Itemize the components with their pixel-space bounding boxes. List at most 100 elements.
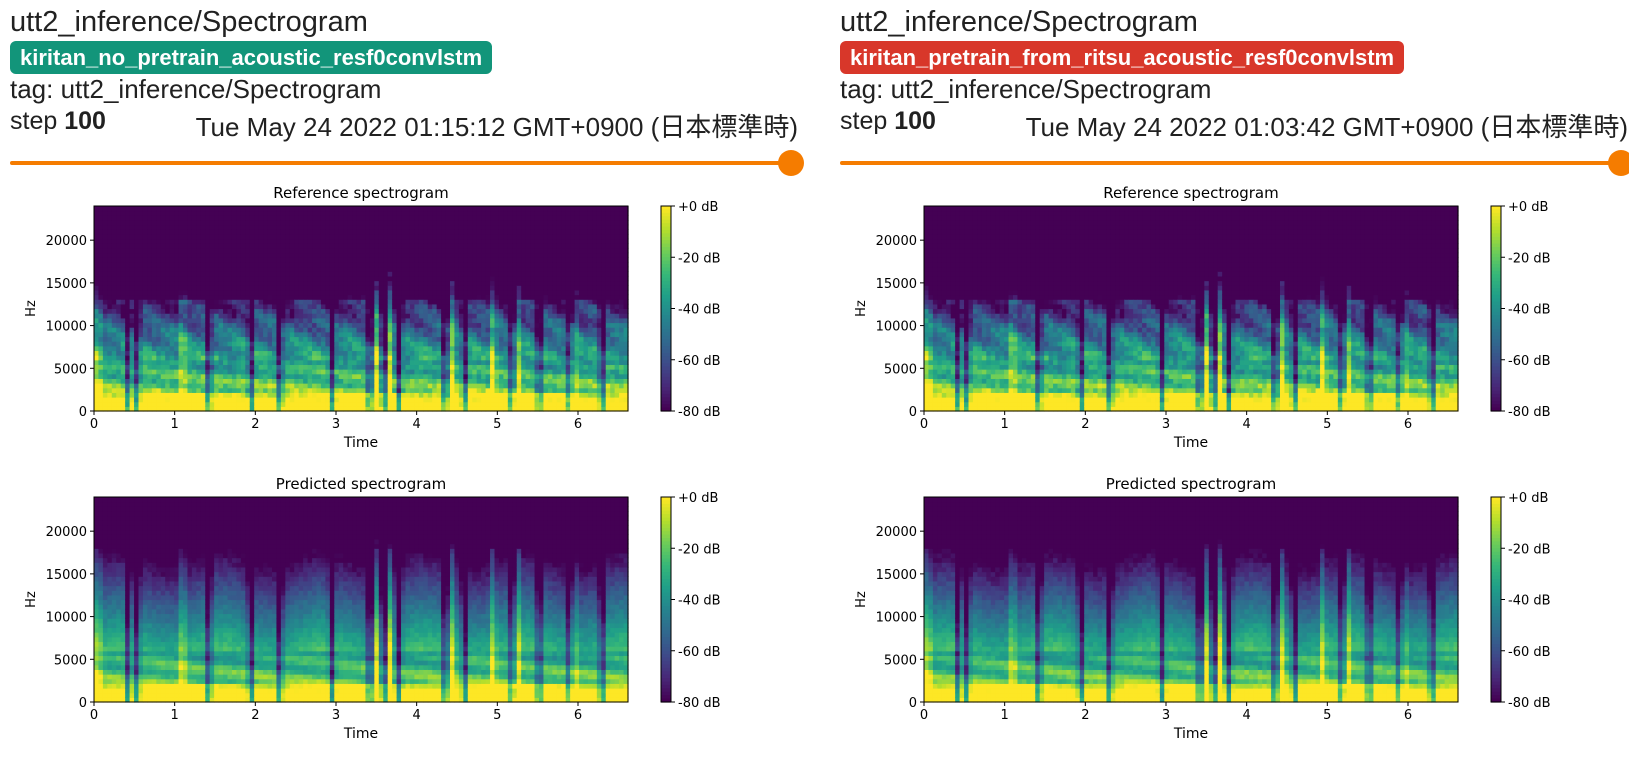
x-tick-label: 2 [251,417,259,432]
plot-frame [923,205,1459,412]
x-tick-label: 2 [1081,708,1089,723]
run-name-chip[interactable]: kiritan_pretrain_from_ritsu_acoustic_res… [840,41,1405,74]
x-tick-label: 0 [920,708,928,723]
tag-label: tag: utt2_inference/Spectrogram [10,73,381,105]
colorbar-tick-label: -80 dB [1508,696,1551,711]
x-tick-label: 6 [574,417,582,432]
image-card: utt2_inference/Spectrogram kiritan_pretr… [838,0,1629,768]
x-tick-label: 4 [413,417,421,432]
colorbar-tick-label: -40 dB [1508,594,1551,609]
spectrogram-image [924,206,1459,412]
y-tick-label: 20000 [46,234,87,249]
y-tick-label: 5000 [884,653,917,668]
y-tick-label: 20000 [46,525,87,540]
y-tick-label: 10000 [876,611,917,626]
y-tick-label: 10000 [46,611,87,626]
step-value: 100 [894,107,936,135]
slider-track[interactable] [840,161,1628,165]
y-tick-label: 0 [79,405,87,420]
tag-label: tag: utt2_inference/Spectrogram [840,73,1211,105]
colorbar-tick-label: -60 dB [1508,645,1551,660]
y-tick-label: 20000 [876,525,917,540]
spectrogram-image [924,497,1459,703]
colorbar-tick-label: -40 dB [678,303,721,318]
colorbar-tick-label: +0 dB [1508,491,1548,506]
x-tick-label: 3 [332,708,340,723]
x-tick-label: 6 [574,708,582,723]
colorbar-tick-label: -20 dB [678,251,721,266]
y-tick-label: 15000 [876,568,917,583]
x-tick-label: 2 [1081,417,1089,432]
colorbar-tick-label: -80 dB [678,696,721,711]
colorbar-tick-label: +0 dB [1508,200,1548,215]
step-slider[interactable] [10,150,804,176]
x-axis-label: Time [343,726,378,742]
x-tick-label: 3 [1162,708,1170,723]
x-tick-label: 1 [171,417,179,432]
x-tick-label: 0 [90,708,98,723]
colorbar-tick-label: -40 dB [678,594,721,609]
colorbar-tick-label: -40 dB [1508,303,1551,318]
y-tick-label: 15000 [46,568,87,583]
plot-title: Reference spectrogram [273,185,449,202]
x-tick-label: 1 [171,708,179,723]
x-tick-label: 4 [1243,417,1251,432]
x-tick-label: 5 [493,708,501,723]
colorbar-tick-label: -20 dB [1508,542,1551,557]
slider-thumb[interactable] [1608,150,1629,176]
colorbar-tick-label: -20 dB [678,542,721,557]
x-tick-label: 3 [1162,417,1170,432]
step-slider[interactable] [840,150,1629,176]
timestamp: Tue May 24 2022 01:03:42 GMT+0900 (日本標準時… [1026,111,1628,143]
colorbar-tick-label: +0 dB [678,491,718,506]
y-axis-label: Hz [24,591,39,608]
image-card: utt2_inference/Spectrogram kiritan_no_pr… [8,0,804,768]
plot-title: Predicted spectrogram [276,476,446,493]
y-tick-label: 0 [909,405,917,420]
plot-frame [923,496,1459,703]
colorbar-tick-label: -80 dB [1508,405,1551,420]
y-tick-label: 20000 [876,234,917,249]
run-name-chip[interactable]: kiritan_no_pretrain_acoustic_resf0convls… [10,41,493,74]
predicted-spectrogram-plot: Predicted spectrogram 0 1 2 3 4 5 6 Time 0 5000 100… [838,475,1628,756]
y-axis-label: Hz [24,300,39,317]
slider-track[interactable] [10,161,798,165]
reference-spectrogram-plot: Reference spectrogram 0 1 2 3 4 5 6 Time 0 5000 100… [838,184,1628,465]
y-tick-label: 10000 [46,320,87,335]
x-axis-label: Time [343,435,378,451]
x-tick-label: 1 [1001,417,1009,432]
x-axis-label: Time [1173,726,1208,742]
x-tick-label: 5 [493,417,501,432]
colorbar [1491,206,1501,412]
plot-frame [93,205,629,412]
slider-thumb[interactable] [778,150,804,176]
x-tick-label: 6 [1404,708,1412,723]
y-tick-label: 5000 [54,653,87,668]
step-value: 100 [64,107,106,135]
spectrogram-image [94,497,629,703]
colorbar-tick-label: +0 dB [678,200,718,215]
spectrogram-image [94,206,629,412]
colorbar [661,497,671,703]
colorbar-tick-label: -60 dB [678,645,721,660]
colorbar-tick-label: -60 dB [678,354,721,369]
plot-title: Reference spectrogram [1103,185,1279,202]
x-tick-label: 4 [1243,708,1251,723]
x-tick-label: 0 [920,417,928,432]
y-tick-label: 15000 [876,277,917,292]
plot-title: Predicted spectrogram [1106,476,1276,493]
step-text: step [840,107,887,135]
x-tick-label: 0 [90,417,98,432]
plot-frame [93,496,629,703]
predicted-spectrogram-plot: Predicted spectrogram 0 1 2 3 4 5 6 Time 0 5000 100… [8,475,798,756]
y-tick-label: 15000 [46,277,87,292]
y-axis-label: Hz [854,300,869,317]
timestamp: Tue May 24 2022 01:15:12 GMT+0900 (日本標準時… [196,111,798,143]
x-tick-label: 5 [1323,417,1331,432]
colorbar [1491,497,1501,703]
y-axis-label: Hz [854,591,869,608]
x-tick-label: 6 [1404,417,1412,432]
y-tick-label: 10000 [876,320,917,335]
x-tick-label: 5 [1323,708,1331,723]
colorbar-tick-label: -80 dB [678,405,721,420]
